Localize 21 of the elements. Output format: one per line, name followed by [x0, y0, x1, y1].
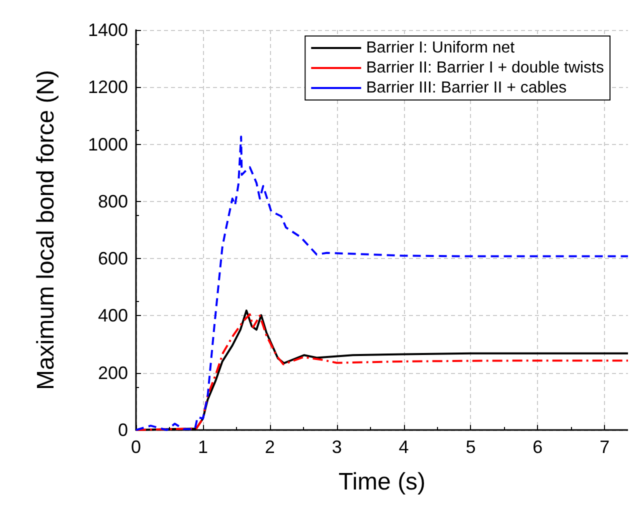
y-axis-title: Maximum local bond force (N)	[32, 70, 60, 390]
x-tick-label: 4	[398, 437, 409, 457]
x-tick-label: 5	[466, 437, 476, 457]
y-tick-label: 0	[118, 420, 128, 440]
x-tick-label: 1	[198, 437, 208, 457]
y-tick-label: 400	[98, 306, 128, 326]
legend-label: Barrier III: Barrier II + cables	[366, 80, 567, 96]
y-tick-label: 1200	[88, 77, 128, 98]
x-tick-label: 2	[264, 437, 275, 457]
x-axis-title: Time (s)	[338, 468, 426, 496]
y-tick-label: 200	[98, 362, 128, 383]
x-tick-label: 7	[600, 437, 610, 457]
legend-label: Barrier II: Barrier I + double twists	[366, 60, 604, 76]
x-tick-label: 0	[130, 437, 142, 457]
x-tick-label: 3	[332, 437, 342, 457]
y-tick-label: 600	[98, 248, 128, 269]
legend-label: Barrier I: Uniform net	[366, 40, 516, 56]
x-tick-label: 6	[532, 437, 543, 457]
y-tick-label: 1000	[88, 134, 128, 154]
y-tick-label: 1400	[88, 20, 128, 40]
y-tick-label: 800	[98, 191, 128, 212]
